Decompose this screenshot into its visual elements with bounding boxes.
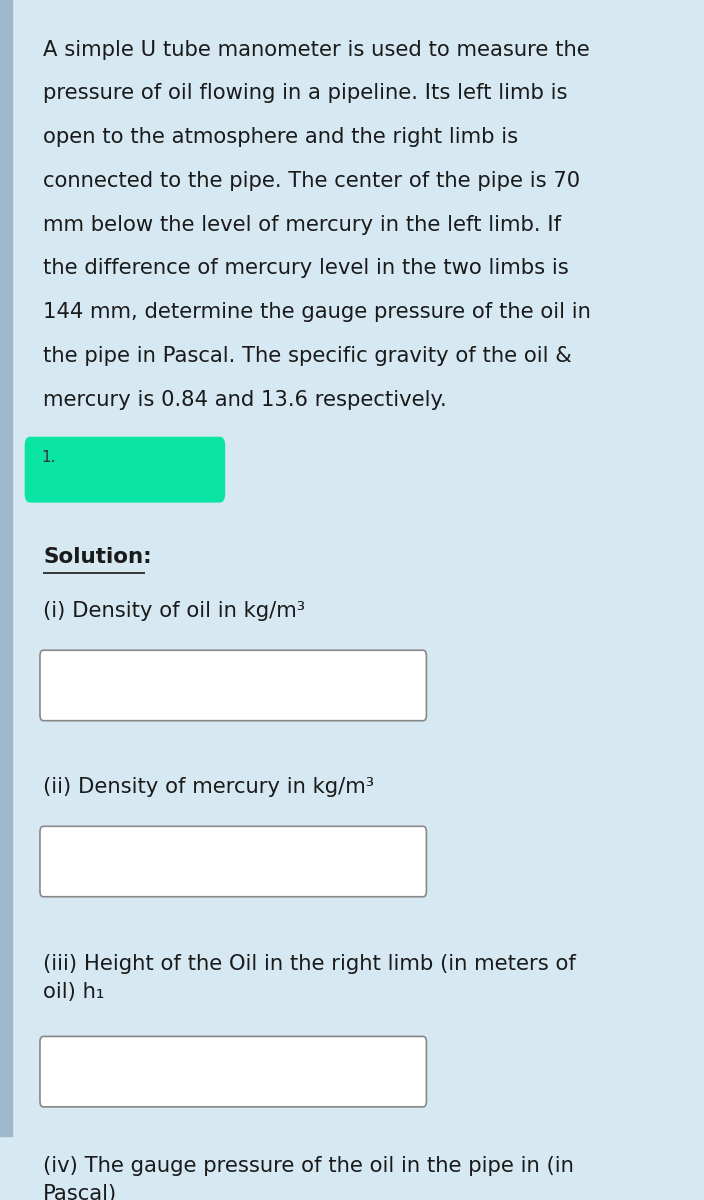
Text: (iv) The gauge pressure of the oil in the pipe in (in
Pascal): (iv) The gauge pressure of the oil in th… [44, 1156, 574, 1200]
Text: mm below the level of mercury in the left limb. If: mm below the level of mercury in the lef… [44, 215, 561, 235]
Text: (iii) Height of the Oil in the right limb (in meters of
oil) h₁: (iii) Height of the Oil in the right lim… [44, 954, 576, 1002]
Text: the pipe in Pascal. The specific gravity of the oil &: the pipe in Pascal. The specific gravity… [44, 346, 572, 366]
FancyBboxPatch shape [40, 1037, 427, 1106]
Text: the difference of mercury level in the two limbs is: the difference of mercury level in the t… [44, 258, 569, 278]
Text: pressure of oil flowing in a pipeline. Its left limb is: pressure of oil flowing in a pipeline. I… [44, 84, 568, 103]
Text: A simple U tube manometer is used to measure the: A simple U tube manometer is used to mea… [44, 40, 590, 60]
Text: 144 mm, determine the gauge pressure of the oil in: 144 mm, determine the gauge pressure of … [44, 302, 591, 322]
Text: 1.: 1. [42, 450, 56, 466]
Text: connected to the pipe. The center of the pipe is 70: connected to the pipe. The center of the… [44, 170, 580, 191]
FancyBboxPatch shape [40, 650, 427, 721]
Text: (i) Density of oil in kg/m³: (i) Density of oil in kg/m³ [44, 601, 306, 622]
FancyBboxPatch shape [40, 827, 427, 896]
Text: Solution:: Solution: [44, 547, 152, 566]
Text: (ii) Density of mercury in kg/m³: (ii) Density of mercury in kg/m³ [44, 778, 375, 798]
Text: mercury is 0.84 and 13.6 respectively.: mercury is 0.84 and 13.6 respectively. [44, 390, 447, 409]
Bar [0, 0, 12, 1136]
Text: open to the atmosphere and the right limb is: open to the atmosphere and the right lim… [44, 127, 518, 148]
FancyBboxPatch shape [25, 437, 225, 503]
